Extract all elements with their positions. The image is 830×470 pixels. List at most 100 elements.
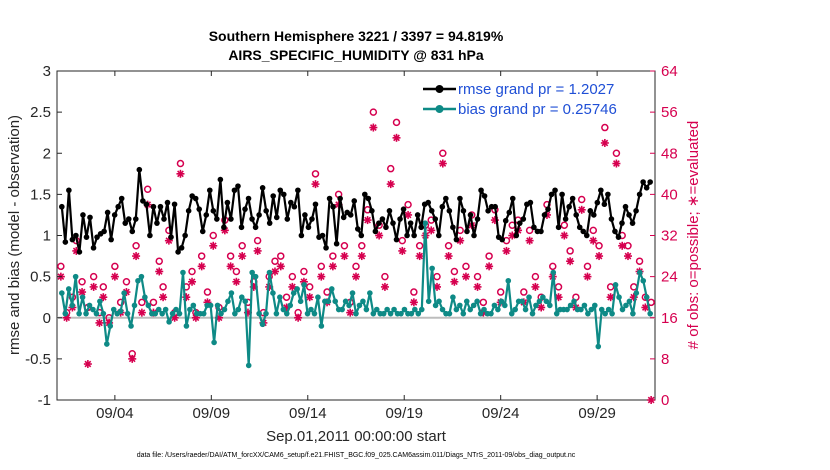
series-point (180, 269, 186, 276)
series-point (256, 310, 262, 317)
series-point (214, 216, 220, 222)
series-point (356, 302, 363, 309)
series-point (552, 187, 558, 194)
series-point (391, 306, 397, 313)
series-point (506, 209, 513, 216)
series-point (418, 306, 425, 313)
obs-evaluated-point (311, 180, 320, 189)
series-point (135, 277, 141, 284)
series-point (453, 306, 460, 313)
series-point (93, 310, 100, 317)
obs-possible-point (520, 288, 528, 296)
obs-possible-point (589, 226, 598, 235)
series-point (602, 310, 608, 317)
series-point (412, 306, 418, 313)
series-point (97, 298, 103, 305)
series-point (460, 310, 467, 317)
x-tick-label: 09/09 (193, 405, 231, 422)
obs-possible-point (340, 242, 349, 250)
series-point (155, 306, 162, 313)
series-point (185, 208, 192, 214)
series-point (245, 195, 252, 202)
series-point (477, 310, 484, 317)
series-point (636, 269, 643, 276)
series-point (326, 195, 333, 202)
series-point (263, 208, 269, 214)
series-point (136, 166, 143, 173)
series-point (615, 234, 622, 240)
series-point (636, 191, 643, 198)
obs-evaluated-point (560, 231, 569, 240)
series-point (555, 224, 562, 231)
series-point (80, 212, 86, 218)
series-point (90, 306, 96, 313)
series-point (150, 203, 157, 210)
series-point (76, 249, 83, 255)
series-point (398, 310, 404, 317)
series-point (101, 228, 107, 235)
series-point (386, 208, 393, 214)
obs-evaluated-point (485, 262, 494, 271)
obs-evaluated-point (132, 252, 141, 261)
series-point (566, 203, 572, 210)
series-point (166, 319, 172, 325)
series-point (121, 290, 127, 296)
y-right-tick-label: 16 (661, 310, 678, 327)
series-point (238, 294, 245, 300)
series-point (147, 232, 153, 239)
obs-evaluated-point (340, 252, 349, 261)
legend-rmse-marker (435, 85, 444, 93)
series-point (107, 323, 114, 329)
obs-possible-point (122, 278, 131, 286)
obs-possible-point (531, 272, 540, 281)
y-axis-right-ticks: 0 8 16 24 32 40 48 56 64 (650, 63, 678, 409)
series-point (380, 310, 387, 317)
series-point (304, 310, 311, 317)
series-point (266, 269, 273, 276)
series-point (562, 216, 569, 222)
series-point (104, 209, 111, 216)
series-point (508, 310, 515, 317)
obs-possible-point (560, 221, 569, 229)
series-point (439, 306, 446, 313)
series-point (214, 302, 221, 309)
series-point (308, 306, 314, 313)
y-right-tick-label: 40 (661, 186, 678, 203)
obs-evaluated-point (294, 313, 303, 322)
y-axis-right-label: # of obs: o=possible; ∗=evaluated (685, 121, 702, 350)
series-point (527, 199, 534, 206)
obs-evaluated-point (95, 318, 104, 327)
series-point (474, 298, 480, 305)
series-point (605, 191, 611, 198)
series-point (643, 294, 650, 300)
obs-possible-point (197, 252, 206, 260)
series-point (337, 195, 343, 202)
x-axis-label: Sep.01,2011 00:00:00 start (266, 428, 447, 445)
series-point (567, 302, 574, 309)
series-point (152, 310, 159, 317)
obs-possible-point (176, 159, 185, 168)
obs-possible-point (566, 247, 574, 255)
series-point (450, 294, 456, 300)
series-point (87, 214, 93, 221)
obs-possible-point (226, 252, 235, 260)
series-point (305, 224, 312, 231)
y-right-tick-label: 56 (661, 104, 678, 121)
series-point (623, 302, 629, 309)
chart-subtitle: AIRS_SPECIFIC_HUMIDITY @ 831 hPa (228, 47, 484, 63)
obs-evaluated-point (375, 231, 384, 240)
series-point (273, 310, 280, 317)
y-tick-label: -0.5 (25, 351, 51, 368)
series-point (117, 308, 124, 314)
series-point (647, 179, 653, 185)
obs-possible-point (311, 170, 320, 178)
series-point (425, 298, 432, 305)
obs-possible-point (606, 283, 615, 291)
series-point (358, 232, 365, 239)
legend-rmse-label: rmse grand pr = 1.2027 (458, 81, 614, 98)
series-point (629, 220, 636, 226)
series-point (432, 216, 439, 222)
series-point (498, 298, 505, 305)
obs-evaluated-point (641, 303, 650, 312)
series-point (298, 232, 305, 239)
